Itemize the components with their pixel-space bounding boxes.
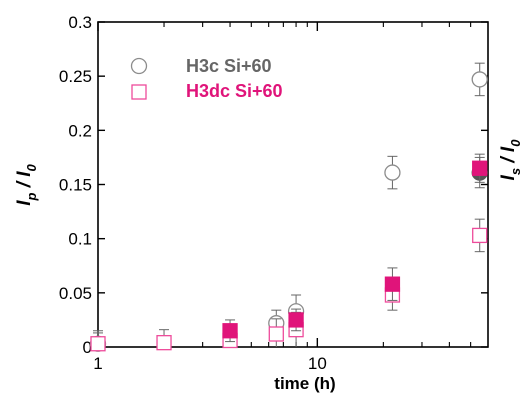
right-axis-label-sub1: s (508, 168, 523, 175)
y-axis-label-sub2: 0 (24, 163, 39, 171)
y-axis-label-slash: / (14, 177, 35, 193)
tick-labels: 0 0.05 0.1 0.15 0.2 0.25 0.3 1 10 (59, 13, 327, 373)
legend-label-h3c: H3c Si+60 (186, 56, 272, 76)
legend: H3c Si+60 H3dc Si+60 (130, 56, 283, 101)
data-point-circle (471, 71, 488, 88)
y-axis-label-main1: I (14, 200, 35, 206)
data-point-square (268, 326, 284, 342)
y-tick-label: 0.2 (68, 121, 92, 140)
plot-frame (97, 21, 489, 348)
y-axis-label-sub1: p (24, 193, 39, 202)
data-point-circle (384, 164, 401, 181)
data-point-square (472, 227, 488, 244)
right-axis-label-main2: I (498, 146, 519, 152)
y-tick-label: 0.15 (59, 176, 92, 195)
y-tick-label: 0.3 (68, 13, 92, 32)
x-axis-label: time (h) (274, 374, 335, 393)
right-axis-label-slash: / (498, 152, 519, 168)
x-tick-label: 1 (93, 354, 102, 373)
data-point-square (472, 160, 488, 176)
y-tick-label: 0.25 (59, 67, 92, 86)
y-tick-label: 0 (83, 338, 92, 357)
legend-label-h3dc: H3dc Si+60 (186, 81, 283, 101)
right-axis-label-sub2: 0 (508, 139, 523, 147)
y-tick-label: 0.1 (68, 230, 92, 249)
y-tick-label: 0.05 (59, 284, 92, 303)
data-point-square (288, 312, 304, 328)
data-point-square (222, 323, 238, 339)
x-tick-label: 10 (308, 354, 327, 373)
data-point-square (384, 276, 401, 292)
legend-marker-h3dc (131, 84, 147, 100)
axis-ticks (97, 21, 488, 348)
legend-marker-h3c (130, 57, 148, 75)
right-axis-label: Is / I0 (498, 139, 523, 181)
data-point-square (156, 335, 172, 351)
y-axis-label: Ip / I0 (14, 163, 39, 205)
data-marks (89, 62, 488, 352)
y-axis-label-main2: I (14, 171, 35, 177)
right-axis-label-main1: I (498, 174, 519, 180)
data-point-square (90, 336, 106, 352)
